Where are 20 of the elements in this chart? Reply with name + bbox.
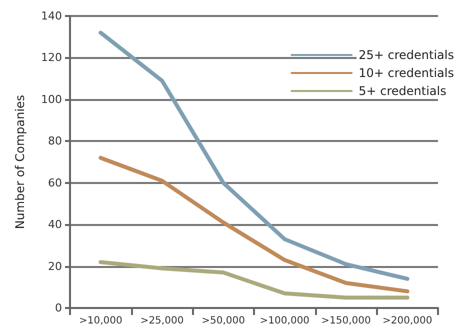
- y-tick-label: 120: [41, 51, 62, 64]
- y-axis-title: Number of Companies: [13, 94, 27, 230]
- legend-label: 5+ credentials: [358, 84, 446, 98]
- x-tick-label: >150,000: [321, 316, 371, 326]
- y-tick-label: 0: [55, 302, 62, 314]
- x-tick-label: >200,000: [382, 316, 432, 326]
- x-tick-label: >100,000: [260, 316, 310, 326]
- line-series: [98, 156, 410, 294]
- y-tick-label: 20: [48, 260, 62, 273]
- y-tick-label: 60: [48, 176, 62, 190]
- y-tick-label: 80: [48, 134, 62, 148]
- y-tick-label: 140: [41, 10, 62, 22]
- y-tick-label: 40: [48, 218, 62, 232]
- x-tick-label: >10,000: [78, 316, 122, 326]
- x-tick-label: >25,000: [140, 316, 184, 326]
- x-tick-label: >50,000: [202, 316, 246, 326]
- legend-label: 25+ credentials: [358, 48, 454, 62]
- legend-label: 10+ credentials: [358, 66, 454, 80]
- line-series: [98, 260, 410, 300]
- y-tick-label: 100: [41, 92, 62, 106]
